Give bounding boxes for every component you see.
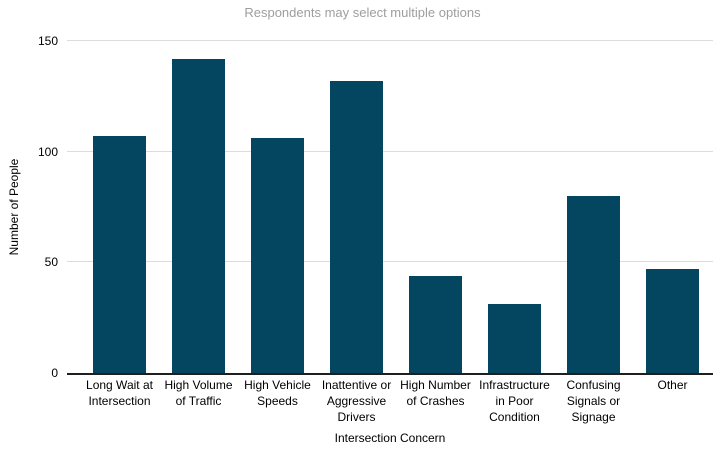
bar-1 [93, 136, 146, 373]
bar-3 [251, 138, 304, 373]
x-axis-tick-labels: Long Wait at Intersection High Volume of … [80, 377, 712, 425]
bar-5 [409, 275, 462, 373]
x-tick-label-8: Other [657, 378, 688, 392]
y-tick-label-0: 0 [51, 366, 58, 380]
x-tick-label-4: Inattentive or Aggressive Drivers [321, 378, 392, 424]
bar-6 [488, 304, 541, 373]
bar-4 [330, 80, 383, 373]
x-tick-label-3: High Vehicle Speeds [244, 378, 311, 408]
bar-2 [172, 58, 225, 373]
chart-title: Respondents may select multiple options [244, 5, 481, 20]
y-tick-label-150: 150 [37, 34, 58, 48]
gridline-150 [67, 40, 713, 41]
bar-slot [317, 41, 396, 373]
x-axis-line [67, 373, 713, 375]
x-tick-label-1: Long Wait at Intersection [86, 378, 153, 408]
bar-slot [238, 41, 317, 373]
bar-series [80, 41, 712, 373]
y-axis-title: Number of People [7, 158, 21, 256]
bar-slot [396, 41, 475, 373]
bar-slot [554, 41, 633, 373]
bar-slot [80, 41, 159, 373]
bar-slot [159, 41, 238, 373]
y-tick-label-50: 50 [44, 255, 58, 270]
x-tick-label-7: Confusing Signals or Signage [566, 378, 621, 424]
x-tick-label-6: Infrastructure in Poor Condition [479, 378, 550, 424]
x-tick-label-2: High Volume of Traffic [164, 378, 233, 408]
bar-slot [633, 41, 712, 373]
y-tick-label-100: 100 [37, 144, 58, 159]
bar-slot [475, 41, 554, 373]
bar-8 [646, 268, 699, 373]
x-tick-label-5: High Number of Crashes [400, 378, 471, 408]
gridline-100 [67, 150, 713, 152]
x-axis-title: Intersection Concern [334, 431, 446, 445]
plot-area [67, 40, 713, 375]
bar-7 [567, 195, 620, 373]
gridline-50 [67, 261, 713, 263]
